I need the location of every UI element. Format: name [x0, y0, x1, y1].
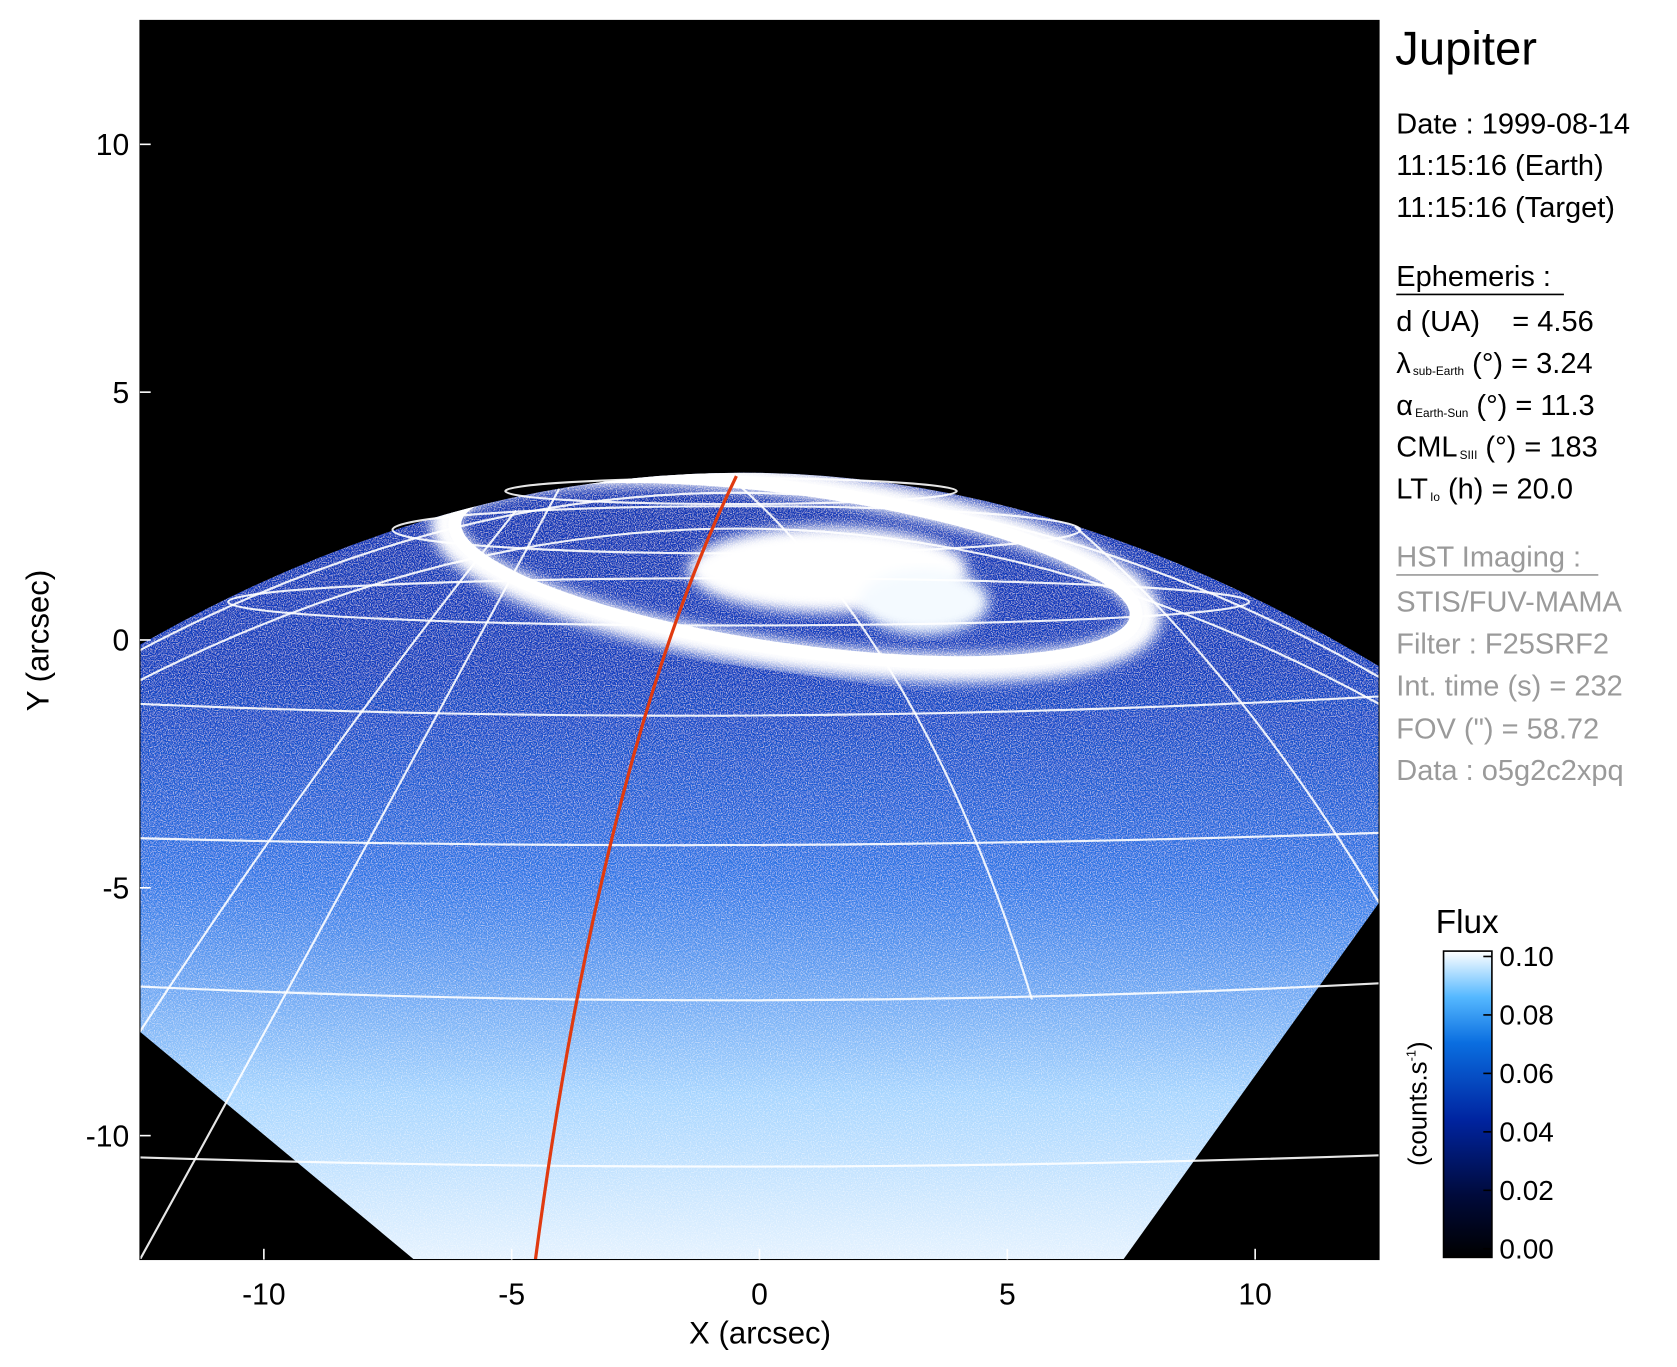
distance-text: d (UA) = 4.56: [1396, 306, 1593, 338]
y-tick-label: 10: [96, 129, 129, 162]
colorbar-tick-label: 0.04: [1499, 1117, 1553, 1148]
colorbar-tick-label: 0.00: [1499, 1233, 1553, 1264]
lat-lon-grid: [139, 477, 1380, 1260]
io-footprint-line: [533, 475, 738, 1260]
colorbar-gradient: [1442, 950, 1493, 1259]
ephemeris-header: Ephemeris :: [1396, 261, 1551, 293]
y-tick-label: 0: [112, 625, 129, 658]
time-target-text: 11:15:16 (Target): [1396, 192, 1615, 224]
x-tick-label: 0: [751, 1279, 768, 1312]
colorbar-title: Flux: [1436, 904, 1499, 941]
auroral-oval: [430, 472, 1161, 682]
x-axis: -10 -5 0 5 10: [242, 1248, 1272, 1312]
colorbar-tick-label: 0.06: [1499, 1058, 1553, 1089]
x-tick-label: -5: [498, 1279, 525, 1312]
filter-text: Filter : F25SRF2: [1396, 628, 1609, 660]
hst-header: HST Imaging :: [1396, 541, 1581, 573]
y-tick-label: 5: [112, 377, 129, 410]
x-tick-label: -10: [242, 1279, 285, 1312]
io-local-time-text: LT Io (h) = 20.0: [1396, 474, 1573, 506]
y-axis-label: Y (arcsec): [21, 570, 56, 711]
x-tick-label: 5: [999, 1279, 1016, 1312]
chart-title: Jupiter: [1395, 22, 1537, 75]
info-panel: Jupiter Date : 1999-08-14 11:15:16 (Eart…: [1395, 22, 1630, 787]
fov-text: FOV (") = 58.72: [1396, 713, 1599, 745]
colorbar-tick-label: 0.10: [1499, 941, 1553, 972]
cml-text: CML SIII (°) = 183: [1396, 432, 1598, 464]
sub-earth-latitude-text: λ sub-Earth (°) = 3.24: [1396, 348, 1592, 380]
time-earth-text: 11:15:16 (Earth): [1396, 150, 1603, 182]
int-time-text: Int. time (s) = 232: [1396, 670, 1622, 702]
colorbar-label: (counts.s-1): [1404, 1041, 1433, 1166]
x-axis-label: X (arcsec): [689, 1315, 831, 1350]
date-text: Date : 1999-08-14: [1396, 108, 1630, 140]
y-tick-label: -10: [86, 1120, 129, 1153]
y-tick-label: -5: [102, 873, 129, 906]
colorbar: Flux 0.10 0.08 0.06 0.04 0.02 0.00 (counts.s-…: [1404, 904, 1554, 1265]
x-tick-label: 10: [1238, 1279, 1271, 1312]
dataset-text: Data : o5g2c2xpq: [1396, 755, 1623, 787]
colorbar-tick-label: 0.02: [1499, 1175, 1553, 1206]
image-plot-area: [139, 19, 1380, 1261]
instrument-text: STIS/FUV-MAMA: [1396, 586, 1622, 618]
phase-angle-text: α Earth-Sun (°) = 11.3: [1396, 390, 1594, 422]
colorbar-tick-label: 0.08: [1499, 1000, 1553, 1031]
y-axis: 10 5 0 -5 -10: [86, 129, 151, 1153]
